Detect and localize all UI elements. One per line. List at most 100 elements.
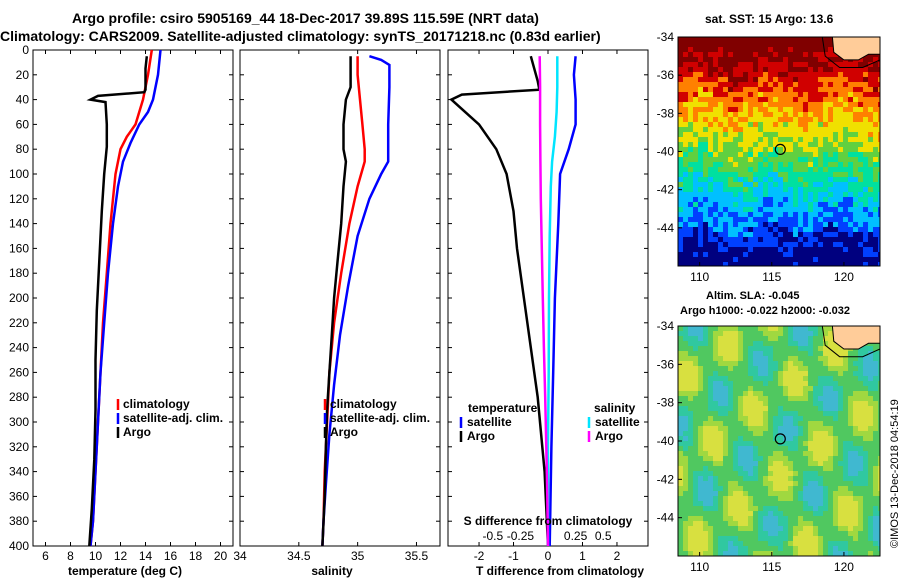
map-cell (798, 197, 804, 203)
map-cell (793, 501, 799, 507)
map-cell (788, 331, 794, 337)
map-cell (838, 127, 844, 133)
map-cell (783, 202, 789, 208)
map-cell (708, 521, 714, 527)
map-cell (833, 541, 839, 547)
map-cell (768, 461, 774, 467)
map-cell (688, 57, 694, 63)
map-cell (688, 416, 694, 422)
map-cell (793, 127, 799, 133)
map-cell (718, 192, 724, 198)
map-cell (843, 371, 849, 377)
map-cell (818, 386, 824, 392)
map-cell (828, 227, 834, 233)
map-cell (828, 192, 834, 198)
map-cell (723, 486, 729, 492)
map-cell (698, 506, 704, 512)
map-cell (823, 536, 829, 542)
map-cell (733, 52, 739, 58)
map-cell (768, 521, 774, 527)
map-cell (873, 486, 879, 492)
map-cell (843, 82, 849, 88)
map-cell (758, 67, 764, 73)
map-cell (718, 212, 724, 218)
map-cell (678, 371, 684, 377)
map-cell (733, 112, 739, 118)
map-cell (728, 471, 734, 477)
map-cell (758, 92, 764, 98)
map-cell (708, 122, 714, 128)
map-cell (748, 232, 754, 238)
map-cell (868, 127, 874, 133)
map-cell (733, 326, 739, 332)
map-cell (848, 247, 854, 253)
map-cell (833, 341, 839, 347)
map-cell (848, 137, 854, 143)
map-cell (713, 356, 719, 362)
map-cell (738, 207, 744, 213)
map-cell (738, 461, 744, 467)
map-cell (688, 52, 694, 58)
map-cell (683, 521, 689, 527)
map-cell (793, 376, 799, 382)
map-cell (793, 122, 799, 128)
map-cell (838, 356, 844, 362)
map-cell (853, 192, 859, 198)
map-cell (778, 511, 784, 517)
map-cell (833, 361, 839, 367)
map-cell (878, 426, 880, 432)
map-cell (688, 227, 694, 233)
map-cell (718, 37, 724, 43)
map-cell (723, 416, 729, 422)
map-cell (813, 102, 819, 108)
map-cell (828, 521, 834, 527)
map-cell (693, 421, 699, 427)
map-cell (853, 252, 859, 258)
map-cell (838, 501, 844, 507)
map-cell (778, 47, 784, 53)
map-cell (858, 426, 864, 432)
map-cell (853, 401, 859, 407)
temperature-xtick-label: 6 (42, 549, 49, 563)
map-cell (743, 341, 749, 347)
map-cell (778, 326, 784, 332)
map-cell (688, 127, 694, 133)
map-cell (763, 426, 769, 432)
map-cell (808, 531, 814, 537)
map-cell (723, 242, 729, 248)
map-cell (838, 242, 844, 248)
map-cell (803, 511, 809, 517)
map-cell (778, 451, 784, 457)
map-cell (793, 336, 799, 342)
map-cell (848, 491, 854, 497)
map-cell (868, 521, 874, 527)
map-cell (753, 526, 759, 532)
map-cell (848, 486, 854, 492)
map-cell (843, 421, 849, 427)
map-cell (743, 501, 749, 507)
map-cell (748, 441, 754, 447)
map-cell (878, 177, 880, 183)
map-cell (863, 416, 869, 422)
map-cell (838, 386, 844, 392)
map-cell (838, 456, 844, 462)
map-cell (718, 177, 724, 183)
map-cell (843, 137, 849, 143)
map-cell (798, 222, 804, 228)
map-cell (733, 456, 739, 462)
map-cell (728, 386, 734, 392)
map-cell (813, 471, 819, 477)
map-cell (763, 516, 769, 522)
map-cell (713, 212, 719, 218)
map-cell (858, 496, 864, 502)
map-cell (683, 242, 689, 248)
map-cell (818, 356, 824, 362)
map-cell (708, 117, 714, 123)
map-cell (678, 102, 684, 108)
map-cell (803, 117, 809, 123)
map-cell (783, 451, 789, 457)
map-cell (773, 217, 779, 223)
map-cell (833, 177, 839, 183)
map-cell (733, 87, 739, 93)
map-cell (848, 401, 854, 407)
